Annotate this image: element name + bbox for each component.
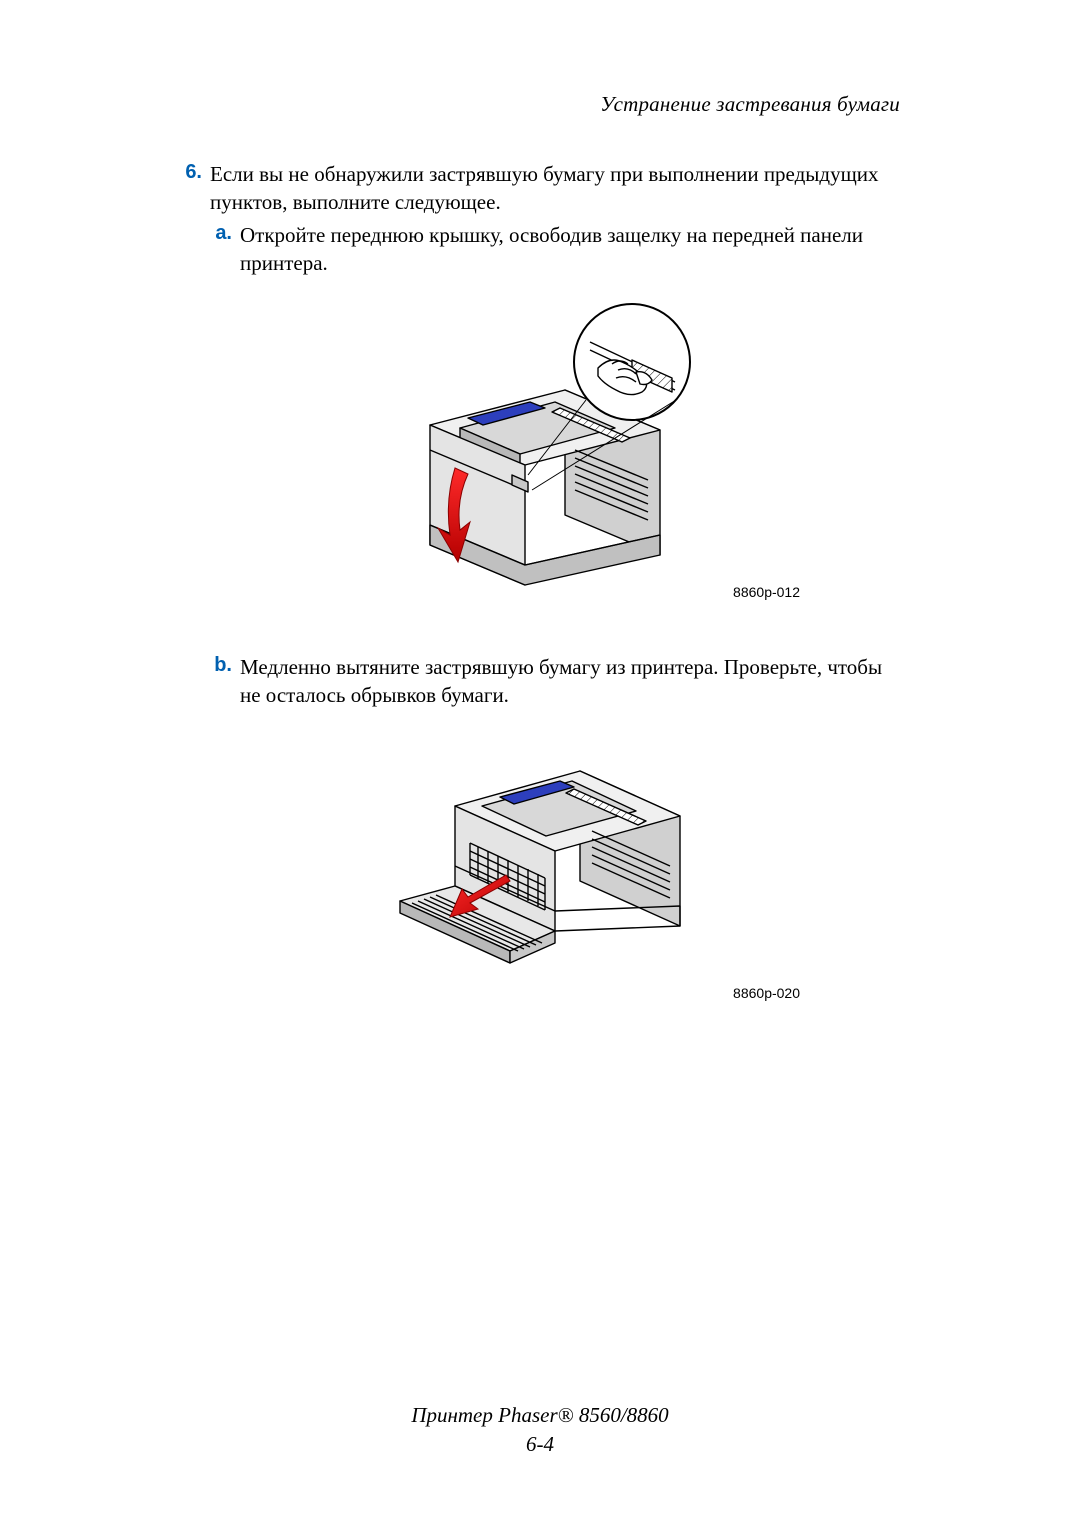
footer-product: Принтер Phaser® 8560/8860	[411, 1403, 668, 1427]
figure-b-wrap: 8860p-020	[180, 731, 900, 1001]
footer-page-number: 6-4	[0, 1430, 1080, 1458]
page-footer: Принтер Phaser® 8560/8860 6-4	[0, 1401, 1080, 1458]
substep-b-text: Медленно вытяните застрявшую бумагу из п…	[240, 654, 900, 709]
figure-a-illustration	[360, 300, 720, 590]
figure-b-label: 8860p-020	[733, 985, 800, 1001]
substep-a: a. Откройте переднюю крышку, освободив з…	[210, 222, 900, 277]
step-6-marker: 6.	[180, 161, 210, 184]
step-6: 6. Если вы не обнаружили застрявшую бума…	[180, 161, 900, 216]
figure-a-wrap: 8860p-012	[180, 300, 900, 600]
substep-a-marker: a.	[210, 222, 240, 245]
figure-b-illustration	[360, 731, 720, 991]
substep-b: b. Медленно вытяните застрявшую бумагу и…	[210, 654, 900, 709]
substep-a-text: Откройте переднюю крышку, освободив заще…	[240, 222, 900, 277]
step-6-text: Если вы не обнаружили застрявшую бумагу …	[210, 161, 900, 216]
figure-a-label: 8860p-012	[733, 584, 800, 600]
running-header: Устранение застревания бумаги	[180, 92, 900, 117]
substep-b-marker: b.	[210, 654, 240, 677]
page: Устранение застревания бумаги 6. Если вы…	[0, 0, 1080, 1528]
spacer	[180, 620, 900, 648]
